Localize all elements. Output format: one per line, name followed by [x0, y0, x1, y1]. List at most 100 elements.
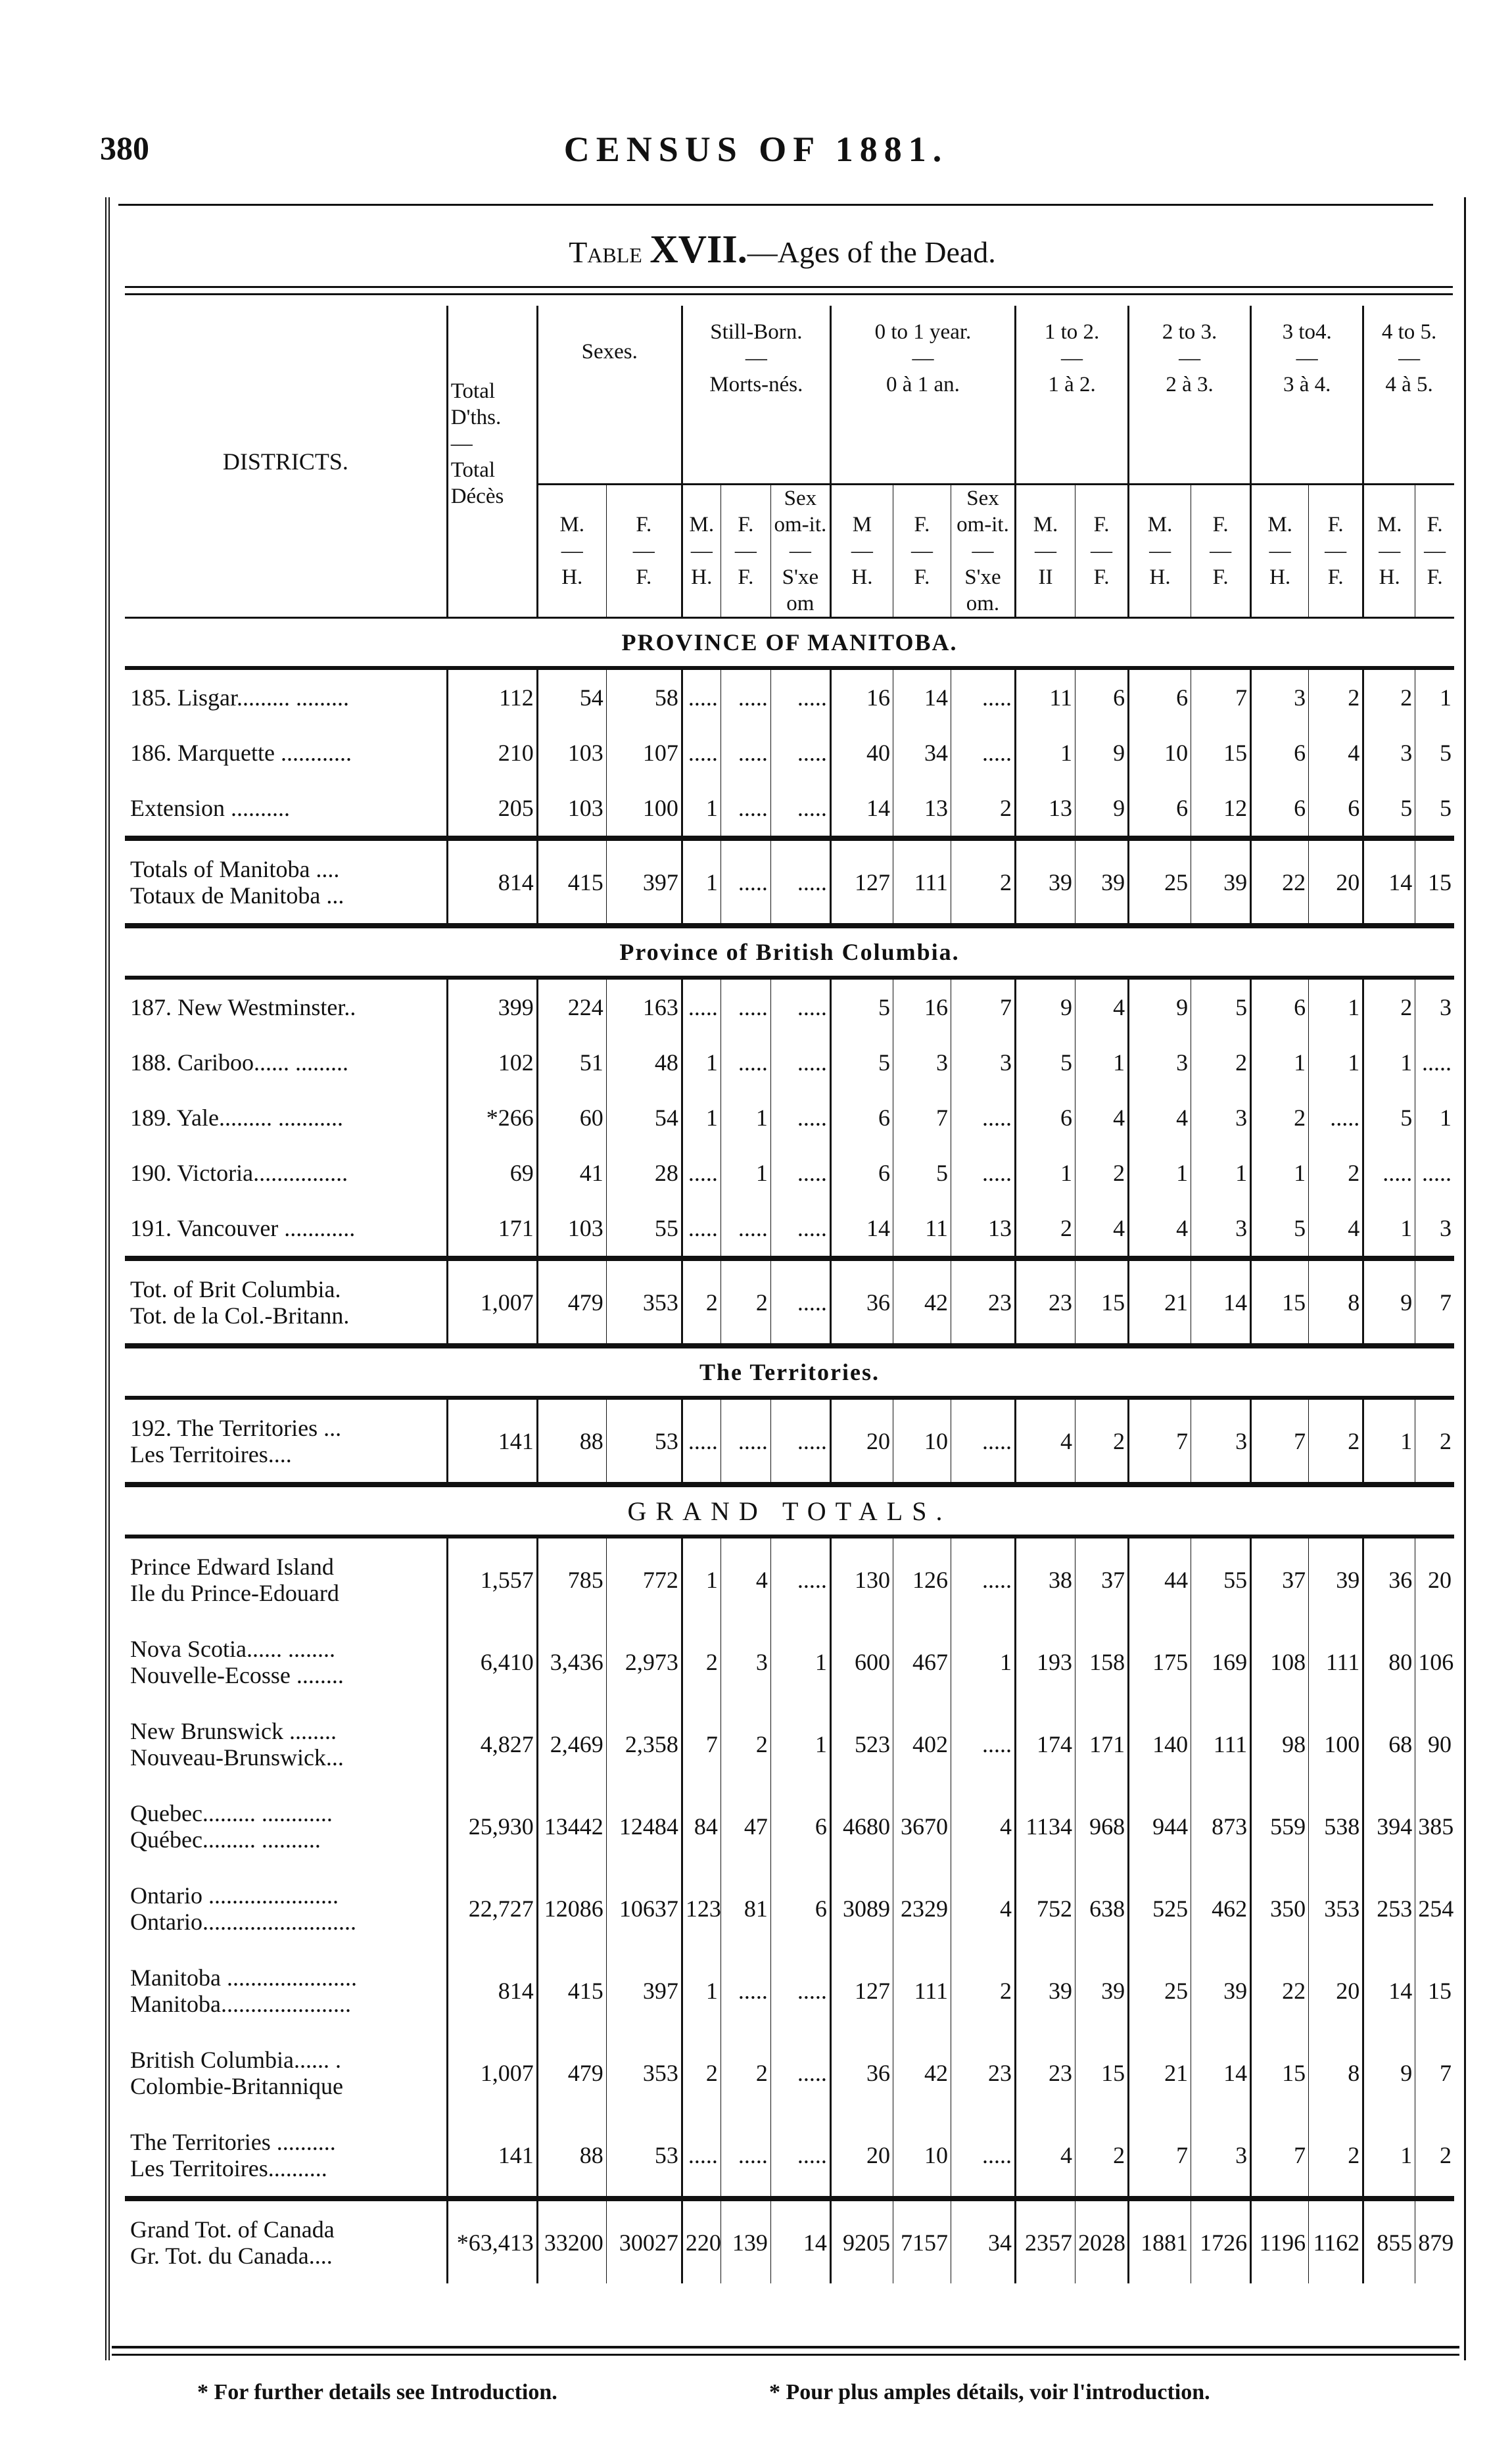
- cell-value: 7: [1415, 1256, 1454, 1346]
- cell-value: .....: [770, 836, 831, 926]
- section-title: PROVINCE OF MANITOBA.: [125, 617, 1454, 670]
- still-born-en: Still-Born.: [710, 320, 803, 344]
- sub-header-en: M.: [1033, 513, 1058, 536]
- cell-value: 814: [446, 836, 538, 926]
- cell-value: 103: [536, 1201, 607, 1258]
- cell-value: 126: [892, 1537, 951, 1621]
- district-name: 188. Cariboo...... .........: [130, 1049, 348, 1076]
- table-row: British Columbia...... . Colombie-Britann…: [125, 2032, 1454, 2114]
- cell-value: 523: [829, 1703, 893, 1785]
- cell-value: 141: [446, 2114, 538, 2199]
- cell-value: 12086: [536, 1867, 607, 1949]
- district-name: Manitoba......................: [130, 1990, 351, 2017]
- district-name: Tot. of Brit Columbia.: [130, 1275, 341, 1302]
- cell-value: 42: [892, 2032, 951, 2114]
- cell-value: 90: [1415, 1703, 1454, 1785]
- cell-value: 2: [1362, 978, 1415, 1035]
- cell-value: 3670: [892, 1785, 951, 1867]
- cell-value: 1881: [1127, 2196, 1191, 2283]
- page-header: 380 CENSUS OF 1881.: [0, 129, 1512, 175]
- cell-value: 34: [950, 2196, 1016, 2283]
- cell-value: 2: [1075, 1145, 1129, 1201]
- cell-value: 39: [1191, 836, 1251, 926]
- cell-value: .....: [680, 668, 721, 725]
- cell-value: 53: [605, 1398, 682, 1485]
- section-title: The Territories.: [125, 1343, 1454, 1400]
- cell-value: 1: [680, 836, 721, 926]
- dash: —: [789, 539, 811, 563]
- cell-value: 39: [1075, 1949, 1129, 2032]
- district-name: Québec......... ..........: [130, 1826, 321, 1853]
- cell-value: 175: [1127, 1621, 1191, 1703]
- sub-header-fr: F.: [636, 565, 652, 589]
- cell-value: 15: [1415, 1949, 1454, 2032]
- cell-value: 5: [1014, 1035, 1075, 1090]
- section-title-row: PROVINCE OF MANITOBA.: [125, 617, 1454, 670]
- cell-value: 111: [1308, 1621, 1363, 1703]
- cell-value: 1: [1308, 978, 1363, 1035]
- cell-value: 10: [1127, 725, 1191, 780]
- cell-value: 4,827: [446, 1703, 538, 1785]
- sub-header: F. — F.: [1308, 484, 1363, 618]
- cell-value: 353: [1308, 1867, 1363, 1949]
- cell-value: 1,007: [446, 2032, 538, 2114]
- dash: —: [561, 539, 583, 563]
- cell-value: 5: [1362, 780, 1415, 838]
- cell-value: 5: [1415, 725, 1454, 780]
- cell-value: 21: [1127, 1256, 1191, 1346]
- sub-header-fr: H.: [691, 565, 713, 589]
- cell-value: 47: [720, 1785, 771, 1867]
- sub-header: F. — F.: [1075, 484, 1129, 618]
- cell-value: .....: [770, 1256, 831, 1346]
- cell-value: 2: [720, 2032, 771, 2114]
- district-name: British Columbia...... .: [130, 2046, 342, 2073]
- cell-value: 1: [1075, 1035, 1129, 1090]
- cell-value: .....: [720, 780, 771, 838]
- cell-value: 2: [1250, 1090, 1309, 1145]
- cell-value: 1: [680, 1949, 721, 2032]
- cell-value: .....: [720, 1035, 771, 1090]
- cell-value: 127: [829, 1949, 893, 2032]
- district-label: Extension ..........: [125, 780, 447, 838]
- sub-header-en: M: [852, 513, 872, 536]
- cell-value: 5: [1250, 1201, 1309, 1258]
- cell-value: 1: [720, 1090, 771, 1145]
- cell-value: 9: [1362, 1256, 1415, 1346]
- district-name: Ontario ......................: [130, 1882, 339, 1909]
- cell-value: 1: [1362, 1201, 1415, 1258]
- section-title: GRAND TOTALS.: [125, 1482, 1454, 1538]
- cell-value: 14: [892, 668, 951, 725]
- cell-value: 127: [829, 836, 893, 926]
- cell-value: 112: [446, 668, 538, 725]
- cell-value: 30027: [605, 2196, 682, 2283]
- cell-value: 33200: [536, 2196, 607, 2283]
- cell-value: 10: [892, 1398, 951, 1485]
- cell-value: .....: [950, 2114, 1016, 2199]
- cell-value: 462: [1191, 1867, 1251, 1949]
- table-row: 185. Lisgar......... ......... 112 54 58...…: [125, 668, 1454, 725]
- cell-value: 55: [605, 1201, 682, 1258]
- cell-value: 1: [1362, 1398, 1415, 1485]
- total-row: Totals of Manitoba .... Totaux de Manitob…: [125, 836, 1454, 926]
- cell-value: 1: [1415, 1090, 1454, 1145]
- cell-value: 9: [1075, 780, 1129, 838]
- total-row: Tot. of Brit Columbia. Tot. de la Col.-Br…: [125, 1256, 1454, 1346]
- cell-value: 174: [1014, 1703, 1075, 1785]
- cell-value: 1: [1250, 1145, 1309, 1201]
- cell-value: 3: [1415, 978, 1454, 1035]
- cell-value: 7: [680, 1703, 721, 1785]
- cell-value: 10637: [605, 1867, 682, 1949]
- cell-value: .....: [770, 1949, 831, 2032]
- cell-value: 68: [1362, 1703, 1415, 1785]
- sub-header-fr: F.: [738, 565, 754, 589]
- cell-value: 88: [536, 1398, 607, 1485]
- cell-value: 4: [950, 1867, 1016, 1949]
- sub-header-fr: F.: [914, 565, 930, 589]
- table-body: PROVINCE OF MANITOBA. 185. Lisgar........…: [125, 617, 1454, 2283]
- cell-value: .....: [770, 780, 831, 838]
- cell-value: 2: [680, 1621, 721, 1703]
- cell-value: 6: [1127, 780, 1191, 838]
- district-name: Ile du Prince-Edouard: [130, 1579, 339, 1606]
- cell-value: .....: [770, 1145, 831, 1201]
- age-0-1-en: 0 to 1 year.: [874, 320, 972, 344]
